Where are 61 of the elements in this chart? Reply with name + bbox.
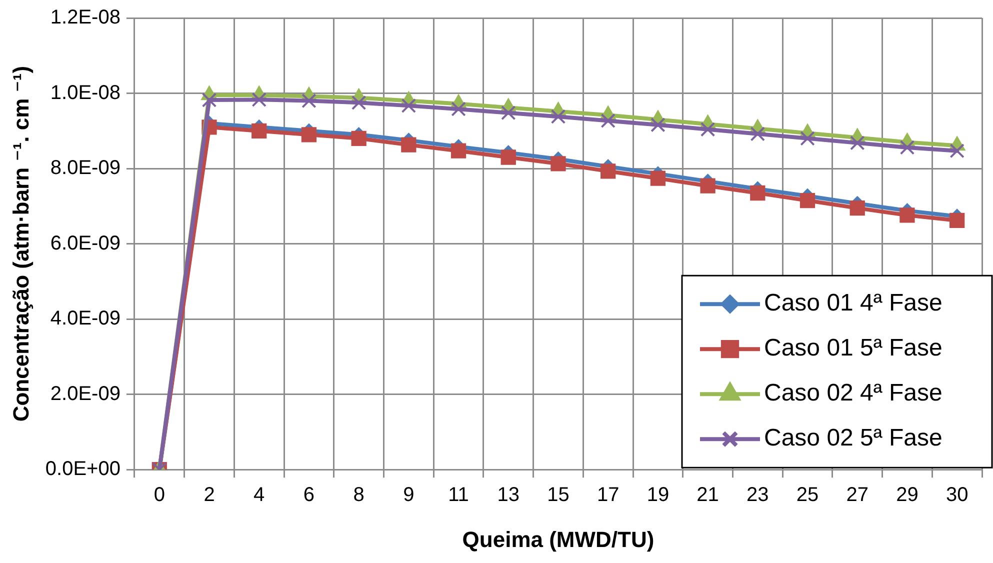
x-tick-label: 2 bbox=[204, 484, 215, 506]
x-tick-label: 30 bbox=[946, 484, 968, 506]
point bbox=[450, 143, 466, 158]
point bbox=[252, 123, 267, 138]
point bbox=[302, 93, 316, 108]
point bbox=[900, 208, 915, 223]
x-tick-label: 4 bbox=[254, 484, 265, 506]
point bbox=[500, 150, 516, 165]
point bbox=[351, 95, 366, 110]
y-tick-label: 4.0E-09 bbox=[50, 308, 120, 330]
x-axis-title: Queima (MWD/TU) bbox=[462, 526, 654, 552]
point bbox=[950, 143, 964, 158]
x-tick-label: 8 bbox=[353, 484, 364, 506]
point bbox=[700, 178, 716, 194]
point bbox=[252, 92, 266, 108]
x-tick-label: 6 bbox=[303, 484, 315, 506]
point bbox=[900, 140, 915, 155]
legend-label: Caso 01 4ª Fase bbox=[764, 290, 942, 317]
x-tick-label: 27 bbox=[846, 484, 868, 506]
y-tick-label: 6.0E-09 bbox=[50, 232, 120, 254]
point bbox=[850, 136, 865, 150]
y-axis-title: Concentração (atm·barn ⁻¹. cm ⁻¹) bbox=[8, 66, 34, 422]
x-tick-label: 19 bbox=[646, 484, 670, 506]
x-tick-label: 9 bbox=[403, 484, 414, 506]
x-tick-label: 15 bbox=[547, 484, 570, 506]
y-tick-label: 1.2E-08 bbox=[50, 6, 120, 29]
point bbox=[950, 212, 965, 228]
point bbox=[650, 118, 666, 132]
point bbox=[600, 113, 616, 128]
x-tick-label: 21 bbox=[696, 484, 719, 506]
x-tick-label: 11 bbox=[448, 484, 469, 506]
point bbox=[501, 105, 516, 120]
x-tick-label: 0 bbox=[154, 484, 165, 506]
point bbox=[750, 185, 766, 201]
y-tick-label: 1.0E-08 bbox=[50, 82, 120, 104]
point bbox=[650, 170, 666, 186]
y-tick-label: 0.0E+00 bbox=[45, 458, 120, 480]
point bbox=[600, 164, 616, 179]
legend-label: Caso 02 4ª Fase bbox=[764, 380, 942, 407]
legend-label: Caso 02 5ª Fase bbox=[764, 424, 942, 452]
x-tick-label: 17 bbox=[596, 484, 620, 506]
x-tick-label: 25 bbox=[796, 484, 819, 506]
point bbox=[750, 126, 766, 142]
point bbox=[451, 102, 466, 116]
legend-label: Caso 01 5ª Fase bbox=[764, 334, 942, 362]
x-tick-label: 29 bbox=[896, 484, 918, 506]
point bbox=[401, 98, 416, 114]
point bbox=[301, 127, 317, 142]
y-tick-label: 8.0E-09 bbox=[50, 157, 120, 180]
x-tick-label: 13 bbox=[497, 484, 520, 506]
point bbox=[550, 109, 566, 124]
point bbox=[401, 137, 416, 152]
point bbox=[850, 200, 865, 216]
y-tick-label: 2.0E-09 bbox=[50, 382, 120, 405]
point bbox=[550, 156, 566, 172]
point bbox=[202, 92, 217, 108]
point bbox=[800, 192, 816, 208]
point bbox=[351, 130, 366, 146]
point bbox=[700, 122, 716, 137]
point bbox=[800, 131, 815, 146]
x-tick-label: 23 bbox=[746, 484, 769, 506]
